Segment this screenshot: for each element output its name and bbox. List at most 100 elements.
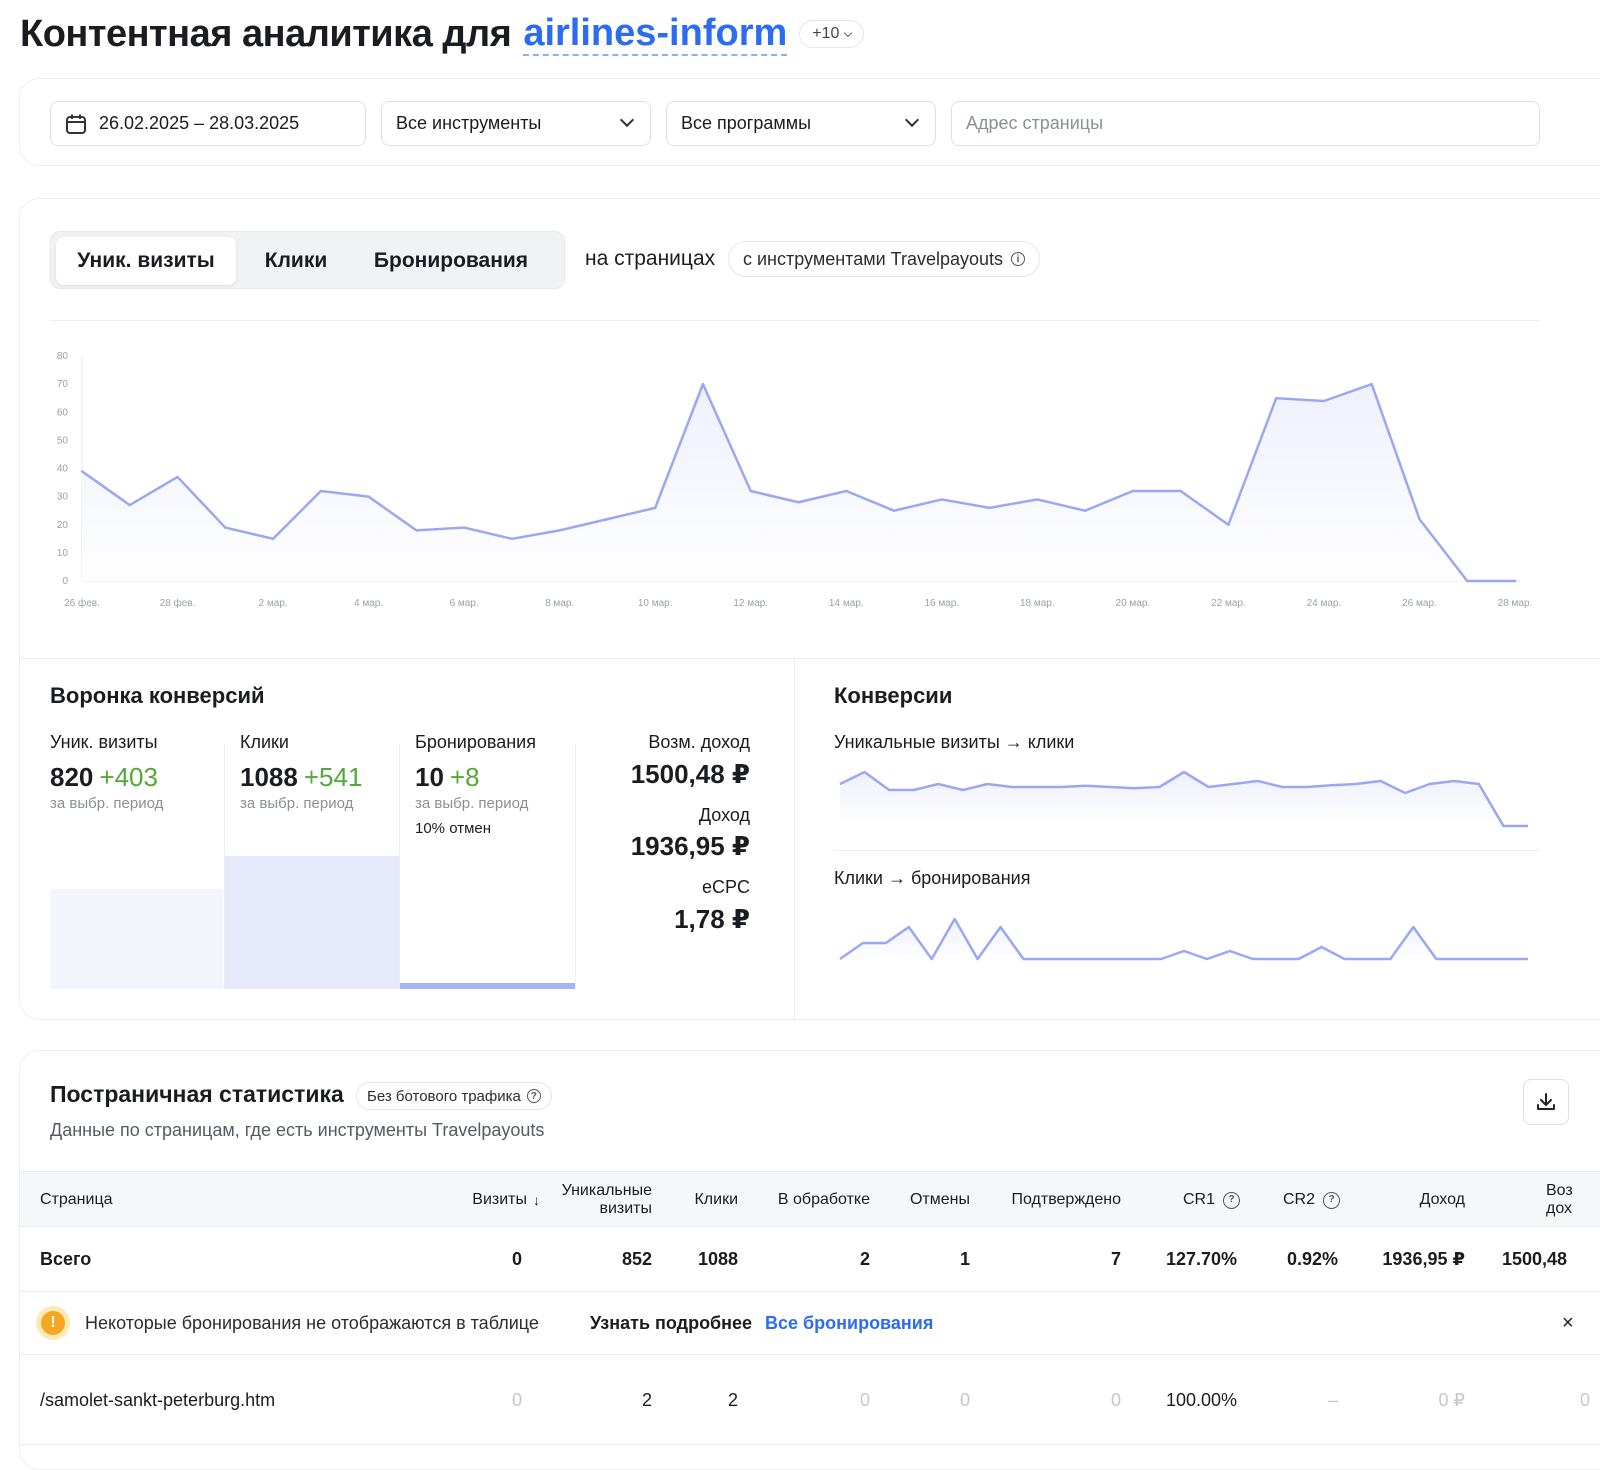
data-point[interactable]	[271, 537, 275, 541]
page-address-input[interactable]: Адрес страницы	[951, 101, 1540, 146]
info-icon[interactable]: i	[1011, 252, 1026, 266]
data-point[interactable]	[1466, 579, 1469, 583]
visits-to-clicks-label: Уникальные визиты → клики	[834, 732, 1075, 752]
data-point[interactable]	[510, 537, 514, 541]
sort-down-icon: ↓	[533, 1192, 540, 1208]
question-icon[interactable]: ?	[526, 1089, 541, 1103]
y-tick-label: 50	[57, 435, 69, 446]
col-confirmed[interactable]: Подтверждено	[1011, 1191, 1122, 1208]
data-point[interactable]	[1274, 396, 1278, 400]
bot-traffic-pill[interactable]: Без ботового трафика ?	[356, 1082, 552, 1110]
chevron-down-icon	[844, 28, 853, 37]
divider	[794, 658, 795, 1021]
data-point[interactable]	[176, 475, 179, 479]
data-point[interactable]	[1179, 489, 1182, 493]
data-point[interactable]	[128, 503, 131, 507]
chart-area-fill	[82, 384, 1515, 581]
data-point[interactable]	[1513, 579, 1517, 583]
programs-select[interactable]: Все программы	[666, 101, 936, 146]
col-cr2-label: CR2	[1282, 1191, 1315, 1208]
col-unique[interactable]: Уникальные визиты	[561, 1182, 652, 1217]
page-header: Контентная аналитика для airlines-inform…	[20, 8, 865, 60]
data-point[interactable]	[1131, 489, 1135, 493]
col-cancels[interactable]: Отмены	[909, 1191, 970, 1208]
col-processing[interactable]: В обработке	[777, 1191, 870, 1208]
data-point[interactable]	[415, 529, 418, 532]
col-cr1[interactable]: CR1 ?	[1140, 1172, 1240, 1228]
divider	[20, 658, 1600, 659]
data-point[interactable]	[1036, 498, 1039, 501]
col-page[interactable]: Страница	[40, 1191, 113, 1208]
data-point[interactable]	[367, 495, 370, 498]
funnel-sub-clicks: за выбр. период	[240, 795, 354, 812]
all-bookings-link[interactable]: Все бронирования	[765, 1313, 934, 1333]
data-point[interactable]	[1227, 523, 1230, 526]
close-icon[interactable]: ×	[1562, 1312, 1574, 1334]
x-tick-label: 18 мар.	[1020, 598, 1055, 609]
sparkline-fill	[840, 772, 1528, 826]
funnel-title: Воронка конверсий	[50, 683, 265, 708]
funnel-bookings-delta: +8	[449, 762, 480, 792]
tools-pill[interactable]: с инструментами Travelpayouts i	[728, 241, 1041, 277]
funnel-sub-bookings: за выбр. период	[415, 795, 529, 812]
stats-subtitle: Данные по страницам, где есть инструмент…	[50, 1120, 545, 1140]
download-button[interactable]	[1523, 1079, 1569, 1125]
funnel-bar-clicks	[225, 856, 399, 989]
page-address-placeholder: Адрес страницы	[966, 113, 1104, 133]
tab-unique-visits[interactable]: Уник. визиты	[56, 237, 236, 285]
row-page[interactable]: /samolet-sankt-peterburg.htm	[40, 1389, 276, 1410]
row-cancels: 0	[959, 1389, 970, 1410]
more-sites-badge[interactable]: +10	[799, 20, 865, 48]
col-cr2[interactable]: CR2 ?	[1250, 1172, 1340, 1228]
data-point[interactable]	[892, 509, 896, 512]
data-point[interactable]	[654, 506, 657, 510]
site-selector-link[interactable]: airlines-inform	[523, 12, 788, 56]
tab-bookings[interactable]: Бронирования	[373, 249, 529, 272]
question-icon[interactable]: ?	[1323, 1191, 1340, 1209]
col-revenue[interactable]: Доход	[1419, 1191, 1465, 1208]
tab-clicks[interactable]: Клики	[264, 249, 328, 272]
funnel-cancel-rate: 10% отмен	[415, 820, 492, 837]
data-point[interactable]	[1370, 382, 1373, 386]
data-point[interactable]	[701, 382, 705, 386]
funnel-clicks-number: 1088	[240, 762, 298, 792]
funnel-clicks-delta: +541	[303, 762, 363, 792]
data-point[interactable]	[1418, 517, 1421, 521]
x-tick-label: 10 мар.	[638, 598, 673, 609]
data-point[interactable]	[80, 470, 84, 473]
funnel-value-bookings: 10 +8	[415, 762, 480, 793]
data-point[interactable]	[558, 529, 561, 532]
sparkline-line	[839, 917, 1528, 961]
data-point[interactable]	[462, 526, 466, 529]
y-tick-label: 0	[62, 576, 68, 587]
chevron-down-icon	[619, 112, 635, 128]
col-clicks[interactable]: Клики	[694, 1191, 738, 1208]
data-point[interactable]	[319, 489, 323, 493]
data-point[interactable]	[224, 526, 227, 529]
date-range-picker[interactable]: 26.02.2025 – 28.03.2025	[50, 101, 366, 146]
x-tick-label: 28 мар.	[1498, 598, 1533, 609]
col-visits[interactable]: Визиты ↓	[440, 1172, 540, 1228]
data-point[interactable]	[797, 501, 800, 504]
divider	[834, 850, 1539, 851]
divider	[575, 744, 576, 989]
data-point[interactable]	[988, 506, 991, 510]
data-point[interactable]	[1322, 399, 1326, 403]
row-confirmed: 0	[1110, 1389, 1121, 1410]
col-possible-revenue[interactable]: Воз дох	[1546, 1182, 1573, 1217]
row-cr2: –	[1327, 1389, 1338, 1410]
warning-icon: !	[36, 1306, 70, 1340]
data-point[interactable]	[940, 498, 943, 501]
question-icon[interactable]: ?	[1223, 1191, 1240, 1209]
data-point[interactable]	[845, 489, 848, 493]
data-point[interactable]	[749, 489, 752, 493]
data-point[interactable]	[606, 517, 609, 521]
table-row[interactable]: /samolet-sankt-peterburg.htm 0 2 2 0 0 0…	[20, 1355, 1600, 1445]
data-point[interactable]	[1083, 509, 1087, 512]
x-tick-label: 26 фев.	[64, 597, 100, 609]
tools-select[interactable]: Все инструменты	[381, 101, 651, 146]
filters-card: 26.02.2025 – 28.03.2025 Все инструменты …	[19, 78, 1600, 166]
funnel-label-clicks: Клики	[240, 732, 289, 752]
on-pages-label: на страницах	[585, 247, 716, 270]
learn-more-link[interactable]: Узнать подробнее	[590, 1313, 753, 1333]
